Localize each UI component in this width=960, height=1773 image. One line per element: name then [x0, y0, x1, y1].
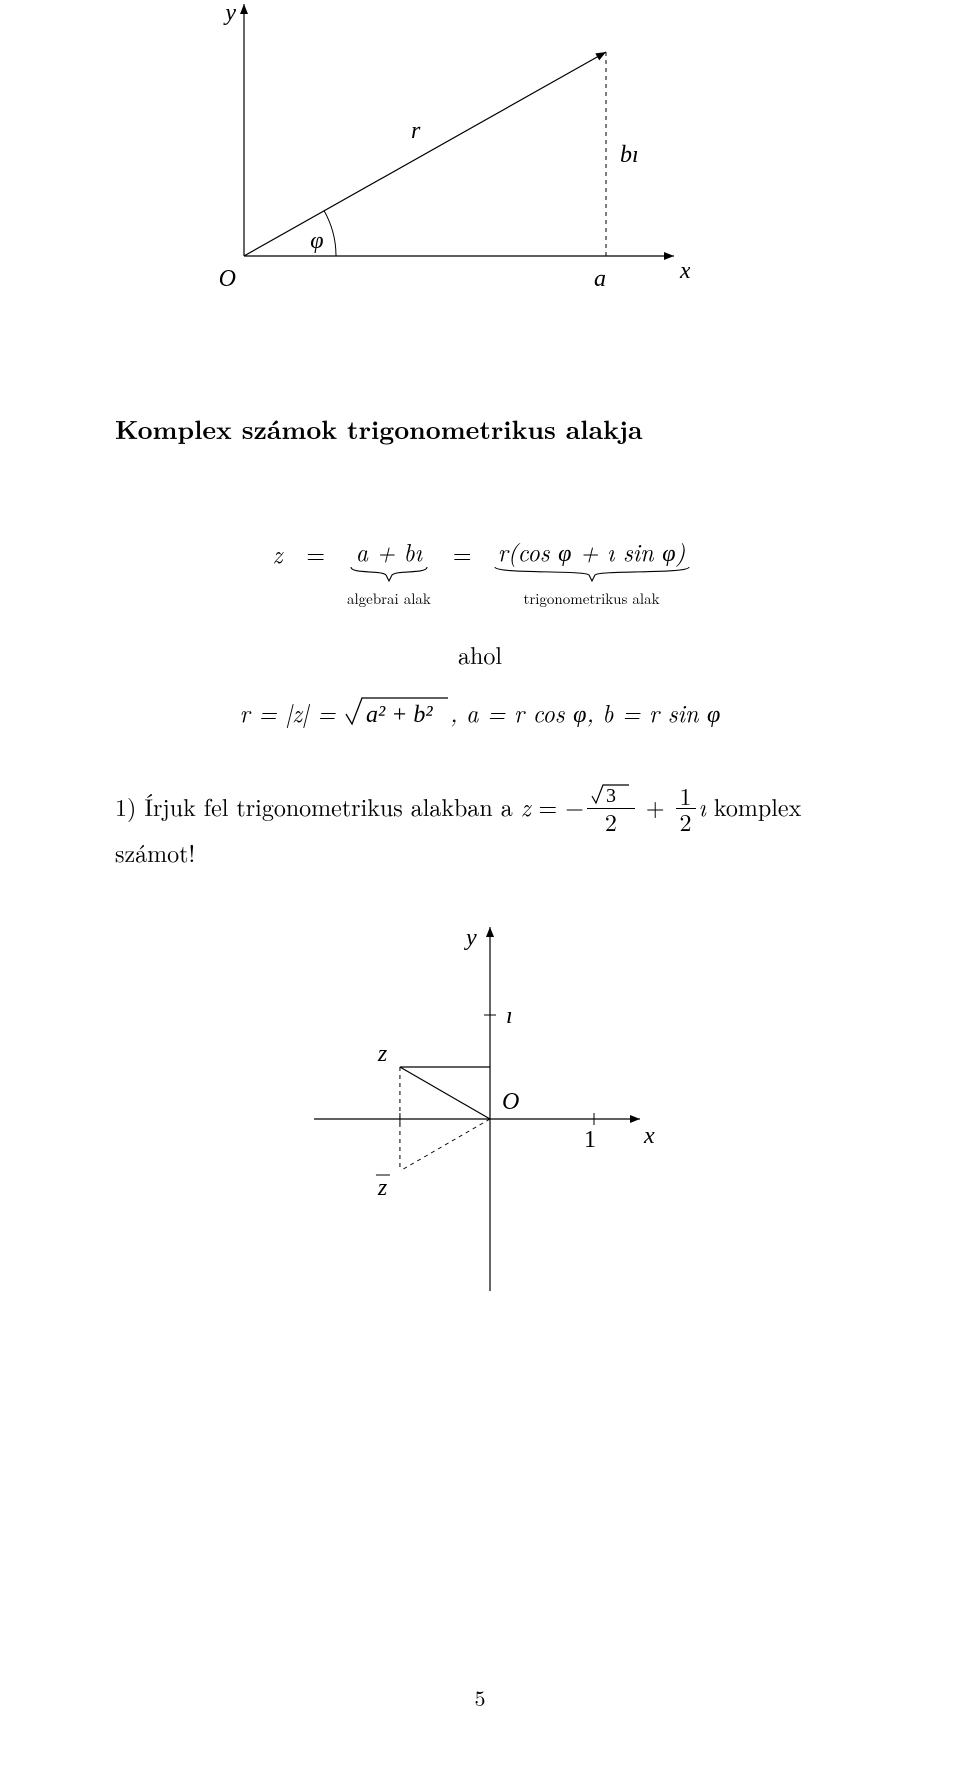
- svg-text:r: r: [411, 118, 421, 144]
- algebraic-expr: a + bı: [356, 534, 422, 568]
- figure-argand-first: Ox y r bı a φ: [220, 0, 690, 300]
- exercise-1-eq: = −: [531, 789, 584, 823]
- svg-text:bı: bı: [620, 142, 639, 168]
- algebraic-label: algebrai alak: [347, 588, 431, 609]
- page-number: 5: [0, 1682, 960, 1713]
- eq-eqsign-1: =: [306, 537, 325, 568]
- eq-eqsign-2: =: [453, 537, 472, 568]
- svg-text:a² + b²: a² + b²: [366, 702, 433, 728]
- equation-complex-forms: z = a + bı algebrai alak = r(cos φ + ı s…: [115, 537, 845, 609]
- svg-text:O: O: [220, 266, 236, 292]
- exercise-1-text-a: Írjuk fel trigonometrikus alakban a: [136, 789, 520, 823]
- svg-text:z: z: [377, 1175, 388, 1201]
- underbrace-trig-svg: [494, 566, 690, 582]
- trig-label: trigonometrikus alak: [523, 588, 659, 609]
- underbrace-algebraic: a + bı algebrai alak: [347, 537, 431, 609]
- sqrt-ab-svg: a² + b²: [344, 694, 450, 728]
- frac-1-over-2: 12: [676, 783, 696, 834]
- exercise-1-imath: ı: [699, 789, 706, 823]
- section-title: Komplex számok trigonometrikus alakja: [115, 410, 845, 447]
- figure-argand-second-svg: Ox y ı 1 z z: [290, 899, 670, 1299]
- underbrace-algebraic-svg: [350, 566, 428, 582]
- trig-expr: r(cos φ + ı sin φ): [498, 534, 686, 568]
- svg-text:y: y: [464, 925, 477, 951]
- figure-argand-second: Ox y ı 1 z z: [290, 899, 670, 1299]
- eq2-rest-text: , a = r cos φ, b = r sin φ: [450, 695, 720, 729]
- ahol-text: ahol: [115, 637, 845, 671]
- svg-text:O: O: [502, 1089, 519, 1115]
- svg-text:y: y: [223, 0, 236, 26]
- equation-modulus: r = |z| = a² + b² , a = r cos φ, b = r si…: [115, 695, 845, 737]
- exercise-1-plus: +: [638, 789, 673, 823]
- frac-sqrt3-over-2: 32: [587, 783, 635, 834]
- svg-text:φ: φ: [310, 228, 323, 254]
- svg-text:a: a: [594, 266, 606, 292]
- eq2-rest: , a = r cos φ, b = r sin φ: [450, 695, 720, 729]
- exercise-1-z: z: [521, 789, 531, 823]
- exercise-1-num: 1): [115, 789, 136, 823]
- svg-text:1: 1: [584, 1127, 596, 1153]
- figure-argand-first-svg: Ox y r bı a φ: [220, 0, 690, 300]
- svg-text:3: 3: [606, 785, 616, 805]
- eq2-left: r = |z| =: [240, 695, 344, 729]
- frac2-den: 2: [676, 809, 696, 834]
- svg-text:x: x: [679, 258, 690, 284]
- svg-text:z: z: [377, 1041, 388, 1067]
- sqrt-ab: a² + b²: [344, 694, 450, 735]
- svg-text:ı: ı: [506, 1003, 513, 1029]
- exercise-1: 1) Írjuk fel trigonometrikus alakban a z…: [115, 785, 845, 869]
- underbrace-trig: r(cos φ + ı sin φ) trigonometrikus alak: [494, 537, 690, 609]
- svg-text:x: x: [643, 1123, 655, 1149]
- eq-lhs-z: z: [272, 537, 282, 568]
- frac1-den: 2: [587, 809, 635, 834]
- sqrt3-svg: 3: [591, 783, 631, 805]
